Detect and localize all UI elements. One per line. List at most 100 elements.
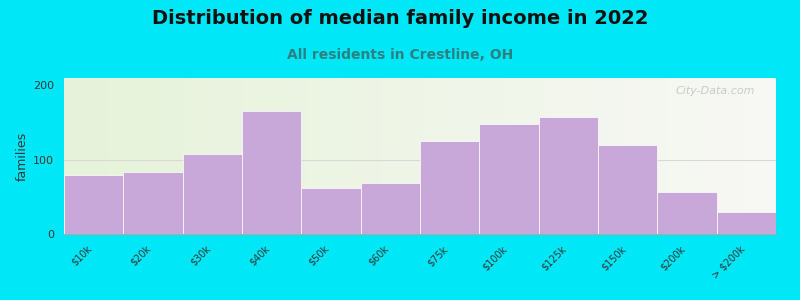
Bar [410,78,413,234]
Bar [762,78,766,234]
Bar [449,78,452,234]
Bar [125,78,128,234]
Bar [82,78,86,234]
Bar [363,78,366,234]
Bar [110,78,114,234]
Bar [260,78,263,234]
Bar [598,78,602,234]
Bar [666,78,669,234]
Text: All residents in Crestline, OH: All residents in Crestline, OH [287,48,513,62]
Bar [89,78,93,234]
Bar [317,78,320,234]
Bar [773,78,776,234]
Bar [526,78,530,234]
Bar [106,78,110,234]
Bar [167,78,170,234]
Bar [626,78,630,234]
Bar [67,78,71,234]
Bar [135,78,138,234]
Bar [374,78,378,234]
Bar [598,145,658,234]
Bar [577,78,580,234]
Bar [452,78,456,234]
Bar [420,141,479,234]
Bar [570,78,573,234]
Bar [538,117,598,234]
Bar [644,78,648,234]
Bar [427,78,430,234]
Bar [484,78,488,234]
Bar [320,78,324,234]
Bar [609,78,612,234]
Bar [477,78,481,234]
Bar [698,78,702,234]
Bar [349,78,352,234]
Bar [726,78,730,234]
Bar [160,78,164,234]
Bar [359,78,363,234]
Bar [719,78,722,234]
Bar [150,78,153,234]
Bar [192,78,196,234]
Bar [591,78,594,234]
Bar [766,78,769,234]
Bar [737,78,741,234]
Bar [64,175,123,234]
Bar [466,78,470,234]
Bar [562,78,566,234]
Bar [470,78,474,234]
Bar [199,78,203,234]
Bar [559,78,562,234]
Bar [278,78,281,234]
Bar [270,78,274,234]
Bar [534,78,538,234]
Bar [520,78,523,234]
Bar [459,78,462,234]
Bar [295,78,299,234]
Bar [391,78,395,234]
Bar [509,78,513,234]
Bar [758,78,762,234]
Bar [86,78,89,234]
Bar [281,78,285,234]
Bar [680,78,683,234]
Bar [242,111,302,234]
Bar [702,78,705,234]
Bar [138,78,142,234]
Bar [566,78,570,234]
Bar [744,78,747,234]
Bar [114,78,118,234]
Bar [594,78,598,234]
Bar [235,78,238,234]
Bar [93,78,96,234]
Bar [730,78,734,234]
Bar [751,78,754,234]
Bar [705,78,708,234]
Bar [331,78,334,234]
Bar [398,78,402,234]
Bar [623,78,626,234]
Bar [637,78,641,234]
Bar [769,78,773,234]
Bar [552,78,555,234]
Bar [288,78,292,234]
Bar [146,78,150,234]
Bar [310,78,314,234]
Bar [302,188,361,234]
Bar [361,184,420,234]
Bar [502,78,506,234]
Bar [346,78,349,234]
Bar [64,78,67,234]
Bar [715,78,719,234]
Bar [121,78,125,234]
Bar [498,78,502,234]
Bar [516,78,520,234]
Bar [602,78,605,234]
Bar [474,78,477,234]
Bar [442,78,445,234]
Bar [538,78,541,234]
Bar [366,78,370,234]
Bar [174,78,178,234]
Bar [78,78,82,234]
Bar [669,78,673,234]
